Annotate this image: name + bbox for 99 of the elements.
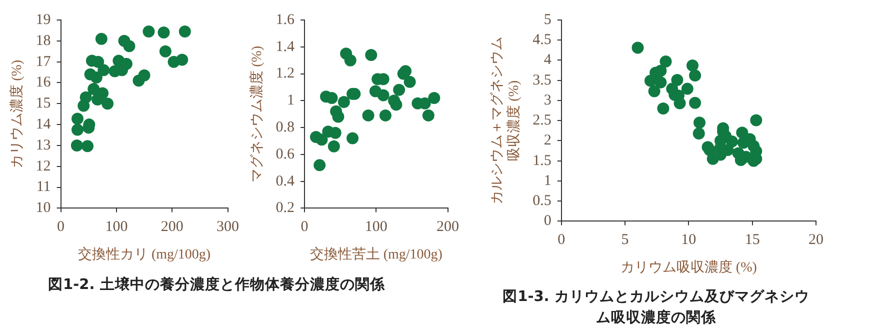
y-tick-label: 1 bbox=[544, 172, 552, 189]
point bbox=[158, 26, 170, 39]
point bbox=[674, 97, 686, 110]
point bbox=[428, 92, 440, 104]
point bbox=[332, 110, 344, 123]
caption: 図1-2. 土壌中の養分濃度と作物体養分濃度の関係 bbox=[48, 275, 386, 295]
point bbox=[70, 139, 83, 152]
point bbox=[142, 26, 155, 38]
y-axis-title: マグネシウム濃度 (%) bbox=[249, 46, 266, 182]
point bbox=[316, 134, 328, 146]
point bbox=[314, 159, 326, 172]
y-tick-label: 2.5 bbox=[532, 112, 552, 129]
x-tick-label: 200 bbox=[436, 219, 459, 236]
y-tick-label: 1.5 bbox=[532, 152, 552, 169]
point bbox=[138, 69, 150, 82]
y-tick-label: 17 bbox=[36, 54, 52, 70]
y-tick-label: 2 bbox=[544, 132, 552, 149]
point bbox=[689, 96, 702, 109]
y-tick-label: 1.2 bbox=[276, 66, 295, 82]
point bbox=[328, 140, 340, 152]
point bbox=[681, 82, 694, 95]
point bbox=[654, 64, 667, 77]
y-tick-label: 18 bbox=[36, 32, 51, 49]
point bbox=[379, 109, 392, 122]
x-axis-title: カリウム吸収濃度 (%) bbox=[620, 259, 758, 276]
point bbox=[95, 32, 108, 45]
y-tick-label: 16 bbox=[36, 74, 52, 91]
y-tick-label: 1 bbox=[287, 92, 295, 109]
point bbox=[422, 109, 434, 122]
point bbox=[102, 98, 114, 110]
point bbox=[71, 124, 84, 136]
y-tick-label: 1.4 bbox=[276, 38, 296, 55]
point bbox=[393, 84, 406, 96]
point bbox=[692, 127, 705, 140]
x-tick-label: 5 bbox=[621, 232, 629, 248]
point bbox=[346, 132, 359, 144]
y-tick-label: 5 bbox=[544, 12, 552, 28]
point bbox=[390, 98, 402, 111]
point bbox=[689, 70, 702, 82]
point bbox=[671, 74, 684, 86]
y-tick-label: 4 bbox=[544, 52, 552, 68]
y-tick-label: 19 bbox=[36, 12, 51, 28]
point bbox=[632, 42, 644, 54]
point bbox=[88, 83, 100, 96]
x-tick-label: 15 bbox=[744, 232, 760, 248]
y-tick-label: 15 bbox=[36, 96, 51, 112]
y-tick-label: 12 bbox=[36, 158, 51, 174]
y-tick-label: 13 bbox=[36, 137, 51, 154]
point bbox=[694, 116, 706, 129]
point bbox=[71, 112, 84, 125]
point bbox=[400, 65, 412, 78]
point bbox=[123, 40, 136, 52]
x-tick-label: 300 bbox=[216, 219, 239, 236]
point bbox=[82, 140, 94, 152]
y-tick-label: 3.5 bbox=[532, 72, 552, 88]
point bbox=[362, 109, 374, 122]
x-axis-title: 交換性苦土 (mg/100g) bbox=[310, 246, 443, 262]
point bbox=[90, 72, 102, 84]
y-tick-label: 0.6 bbox=[276, 146, 296, 162]
point bbox=[80, 91, 92, 104]
x-tick-label: 200 bbox=[160, 219, 184, 236]
point bbox=[377, 89, 390, 102]
point bbox=[159, 45, 172, 58]
point bbox=[344, 54, 356, 66]
caption: 図1-3. カリウムとカルシウム及びマグネシウム吸収濃度の関係 bbox=[502, 288, 810, 328]
y-tick-label: 0.4 bbox=[276, 173, 296, 190]
x-tick-label: 20 bbox=[808, 232, 824, 248]
point bbox=[178, 26, 191, 38]
y-tick-label: 0.2 bbox=[276, 200, 295, 216]
point bbox=[660, 55, 672, 68]
y-tick-label: 4.5 bbox=[532, 32, 552, 48]
y-tick-label: 0.5 bbox=[532, 193, 552, 210]
y-tick-label: 3 bbox=[544, 92, 552, 108]
y-tick-label: 14 bbox=[36, 116, 52, 132]
point bbox=[96, 87, 109, 100]
x-tick-label: 0 bbox=[300, 219, 308, 236]
point bbox=[338, 96, 350, 108]
point bbox=[657, 102, 670, 115]
point bbox=[176, 54, 188, 66]
point bbox=[404, 76, 416, 88]
x-tick-label: 0 bbox=[57, 219, 65, 236]
x-axis-title: 交換性カリ (mg/100g) bbox=[78, 246, 211, 262]
x-tick-label: 10 bbox=[681, 232, 696, 248]
y-axis-title: カルシウム＋マグネシウム吸収濃度 (%) bbox=[490, 36, 522, 205]
y-tick-label: 0.8 bbox=[276, 119, 295, 136]
point bbox=[750, 114, 762, 126]
y-tick-label: 11 bbox=[36, 179, 51, 196]
point bbox=[654, 76, 667, 88]
y-tick-label: 10 bbox=[36, 200, 51, 216]
point bbox=[98, 64, 110, 76]
point bbox=[686, 59, 698, 72]
point bbox=[726, 136, 738, 148]
y-tick-label: 1.6 bbox=[276, 12, 296, 28]
x-tick-label: 100 bbox=[364, 219, 388, 236]
point bbox=[365, 48, 378, 61]
x-tick-label: 0 bbox=[558, 232, 566, 248]
point bbox=[648, 85, 660, 98]
x-tick-label: 100 bbox=[105, 219, 128, 236]
y-axis-title: カリウム濃度 (%) bbox=[9, 60, 26, 168]
